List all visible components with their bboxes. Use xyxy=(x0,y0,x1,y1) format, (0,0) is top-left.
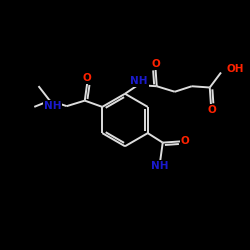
Text: O: O xyxy=(151,59,160,69)
Text: O: O xyxy=(83,74,92,84)
Text: NH: NH xyxy=(152,161,169,171)
Text: NH: NH xyxy=(44,101,61,111)
Text: OH: OH xyxy=(226,64,244,74)
Text: NH: NH xyxy=(130,76,148,86)
Text: O: O xyxy=(208,105,216,115)
Text: O: O xyxy=(180,136,189,146)
